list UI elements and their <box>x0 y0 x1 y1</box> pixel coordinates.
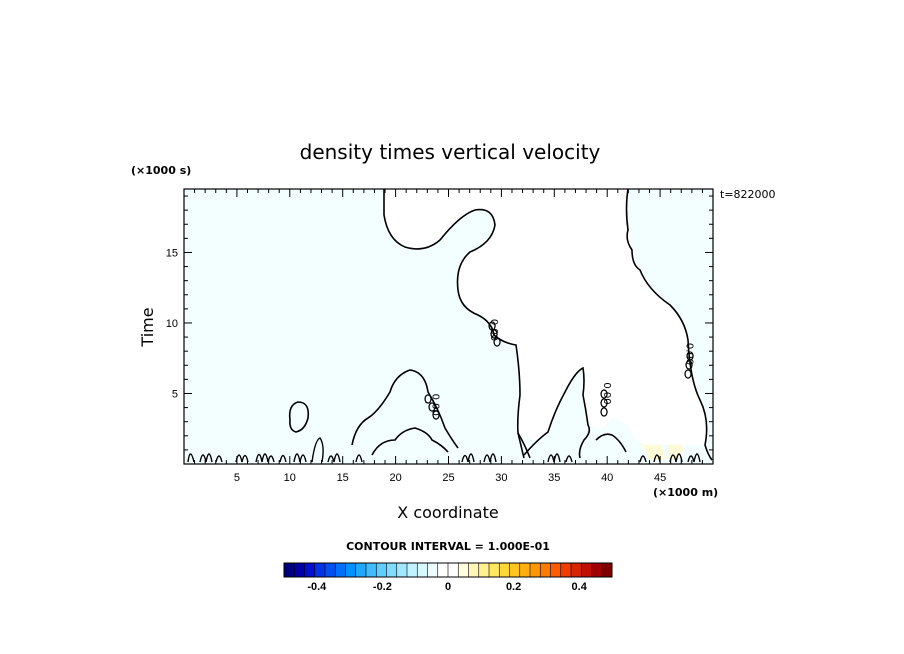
colorbar-cell <box>376 563 387 577</box>
colorbar-cell <box>366 563 377 577</box>
contour-loops-mid <box>488 321 501 347</box>
colorbar-tick-label: -0.2 <box>373 581 392 593</box>
chart-title: density times vertical velocity <box>300 140 601 164</box>
contour-label: 0.00 <box>430 394 441 416</box>
colorbar-cell <box>601 563 613 577</box>
x-axis-unit: (×1000 m) <box>653 486 718 499</box>
y-axis-unit: (×1000 s) <box>131 164 191 177</box>
contour-labels: 0.00 0.00 0.00 0.00 <box>430 319 695 416</box>
colorbar-frame <box>283 562 613 578</box>
x-tick-label: 25 <box>442 472 454 484</box>
colorbar-cell <box>468 563 480 577</box>
contour-loops-right <box>600 389 608 417</box>
contour-inner-left <box>371 427 449 456</box>
zero-region <box>384 189 707 445</box>
colorbar-cell <box>571 563 582 577</box>
colorbar-cell <box>489 563 500 577</box>
contour-loops-far <box>684 351 694 379</box>
y-axis-label: Time <box>138 307 157 347</box>
x-tick-label: 45 <box>654 472 666 484</box>
colorbar-cell <box>284 563 295 577</box>
x-axis-label: X coordinate <box>397 503 498 522</box>
contour-loops-left <box>424 394 440 420</box>
colorbar-tick-label: 0.2 <box>506 581 521 593</box>
x-tick-label: 30 <box>495 472 507 484</box>
y-tick-label: 15 <box>166 247 178 259</box>
contour-label: 0.00 <box>601 382 612 404</box>
contour-upper-left <box>383 189 525 459</box>
contour-right <box>625 188 713 461</box>
colorbar <box>283 562 613 578</box>
colorbar-tick-label: -0.4 <box>307 581 327 593</box>
plot-area: 0.00 0.00 0.00 0.00 <box>183 188 714 465</box>
colorbar-cell <box>519 563 531 577</box>
contour-inner-mid <box>595 433 627 453</box>
colorbar-cell <box>314 563 326 577</box>
y-tick-label: 10 <box>166 318 178 330</box>
colorbar-cell <box>560 563 572 577</box>
colorbar-cell <box>335 563 346 577</box>
x-tick-label: 5 <box>234 472 240 484</box>
colorbar-cell <box>458 563 469 577</box>
contour-label: 0.00 <box>488 319 499 341</box>
contour-label: 0.00 <box>684 343 695 365</box>
colorbar-cell <box>530 563 541 577</box>
x-tick-label: 15 <box>337 472 349 484</box>
colorbar-cell <box>345 563 357 577</box>
colorbar-tick-label: 0.4 <box>572 581 588 593</box>
x-tick-label: 40 <box>601 472 613 484</box>
contour-mid-left <box>517 432 531 459</box>
axis-ticks <box>184 189 713 464</box>
timestamp-label: t=822000 <box>720 188 776 201</box>
colorbar-cell <box>581 563 592 577</box>
colorbar-cell <box>386 563 398 577</box>
colorbar-cell <box>478 563 490 577</box>
colorbar-cell <box>437 563 449 577</box>
colorbar-cell <box>304 563 316 577</box>
colorbar-cell <box>417 563 428 577</box>
colorbar-tick-labels: -0.4 -0.2 0 0.2 0.4 <box>307 581 587 593</box>
colorbar-cell <box>448 563 459 577</box>
colorbar-tick-label: 0 <box>445 581 451 593</box>
colorbar-cell <box>294 563 305 577</box>
contour-interval-label: CONTOUR INTERVAL = 1.000E-01 <box>346 540 550 553</box>
x-tick-label: 10 <box>284 472 296 484</box>
contour-blob-small <box>288 401 310 433</box>
colorbar-cell <box>499 563 510 577</box>
colorbar-cell <box>407 563 418 577</box>
colorbar-cell <box>509 563 521 577</box>
colorbar-cell <box>550 563 562 577</box>
colorbar-cell <box>355 563 367 577</box>
y-tick-label: 5 <box>172 388 178 400</box>
colorbar-cell <box>427 563 439 577</box>
colorbar-cell <box>540 563 551 577</box>
contour-dome <box>351 369 459 449</box>
colorbar-cell <box>325 563 336 577</box>
y-tick-labels: 5 10 15 <box>166 247 178 400</box>
colorbar-cell <box>396 563 408 577</box>
contour-mid-right <box>523 366 591 459</box>
x-tick-labels: 5 10 15 20 25 30 35 40 45 <box>234 472 666 484</box>
x-tick-label: 20 <box>389 472 401 484</box>
x-tick-label: 35 <box>548 472 560 484</box>
colorbar-cell <box>591 563 603 577</box>
